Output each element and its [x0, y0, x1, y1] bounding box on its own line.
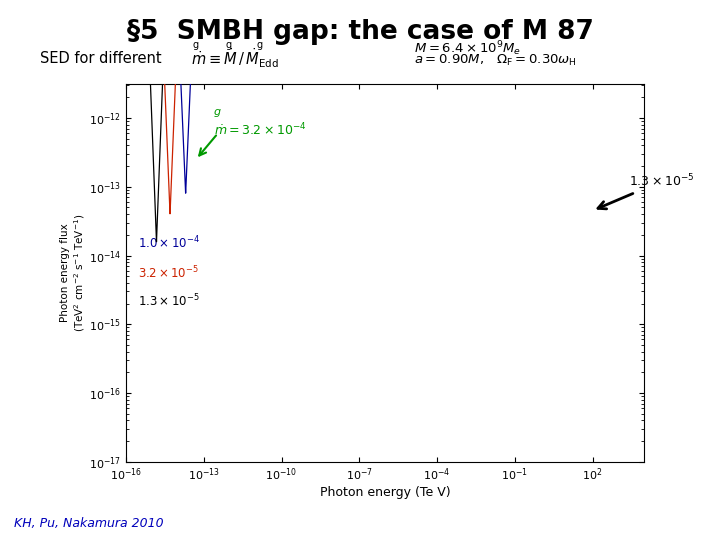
Y-axis label: Photon energy flux
(TeV$^2$ cm$^{-2}$ s$^{-1}$ TeV$^{-1}$): Photon energy flux (TeV$^2$ cm$^{-2}$ s$… [60, 213, 87, 332]
Text: §5  SMBH gap: the case of M 87: §5 SMBH gap: the case of M 87 [127, 19, 593, 45]
X-axis label: Photon energy (Te V): Photon energy (Te V) [320, 486, 451, 499]
Text: $M = 6.4\times10^9 M_e$: $M = 6.4\times10^9 M_e$ [414, 39, 521, 58]
Text: $3.2\times10^{-5}$: $3.2\times10^{-5}$ [138, 265, 199, 282]
Text: g: g [226, 39, 232, 50]
Text: $1.3\times10^{-5}$: $1.3\times10^{-5}$ [598, 173, 694, 209]
Text: g: g [256, 39, 262, 50]
Text: $a = 0.90M$,   $\Omega_{\rm F} = 0.30\omega_{\rm H}$: $a = 0.90M$, $\Omega_{\rm F} = 0.30\omeg… [414, 53, 577, 68]
Text: g: g [193, 39, 199, 50]
Text: KH, Pu, Nakamura 2010: KH, Pu, Nakamura 2010 [14, 517, 164, 530]
Text: SED for different: SED for different [40, 51, 161, 66]
Text: $1.3\times10^{-5}$: $1.3\times10^{-5}$ [138, 293, 200, 309]
Text: $\dot{m} = 3.2\times10^{-4}$: $\dot{m} = 3.2\times10^{-4}$ [214, 121, 307, 138]
Text: $\dot{m} \equiv \dot{M}\,/\,\dot{M}_{\rm Edd}$: $\dot{m} \equiv \dot{M}\,/\,\dot{M}_{\rm… [191, 46, 279, 70]
Text: g: g [214, 106, 221, 117]
Text: $1.0\times10^{-4}$: $1.0\times10^{-4}$ [138, 235, 200, 252]
